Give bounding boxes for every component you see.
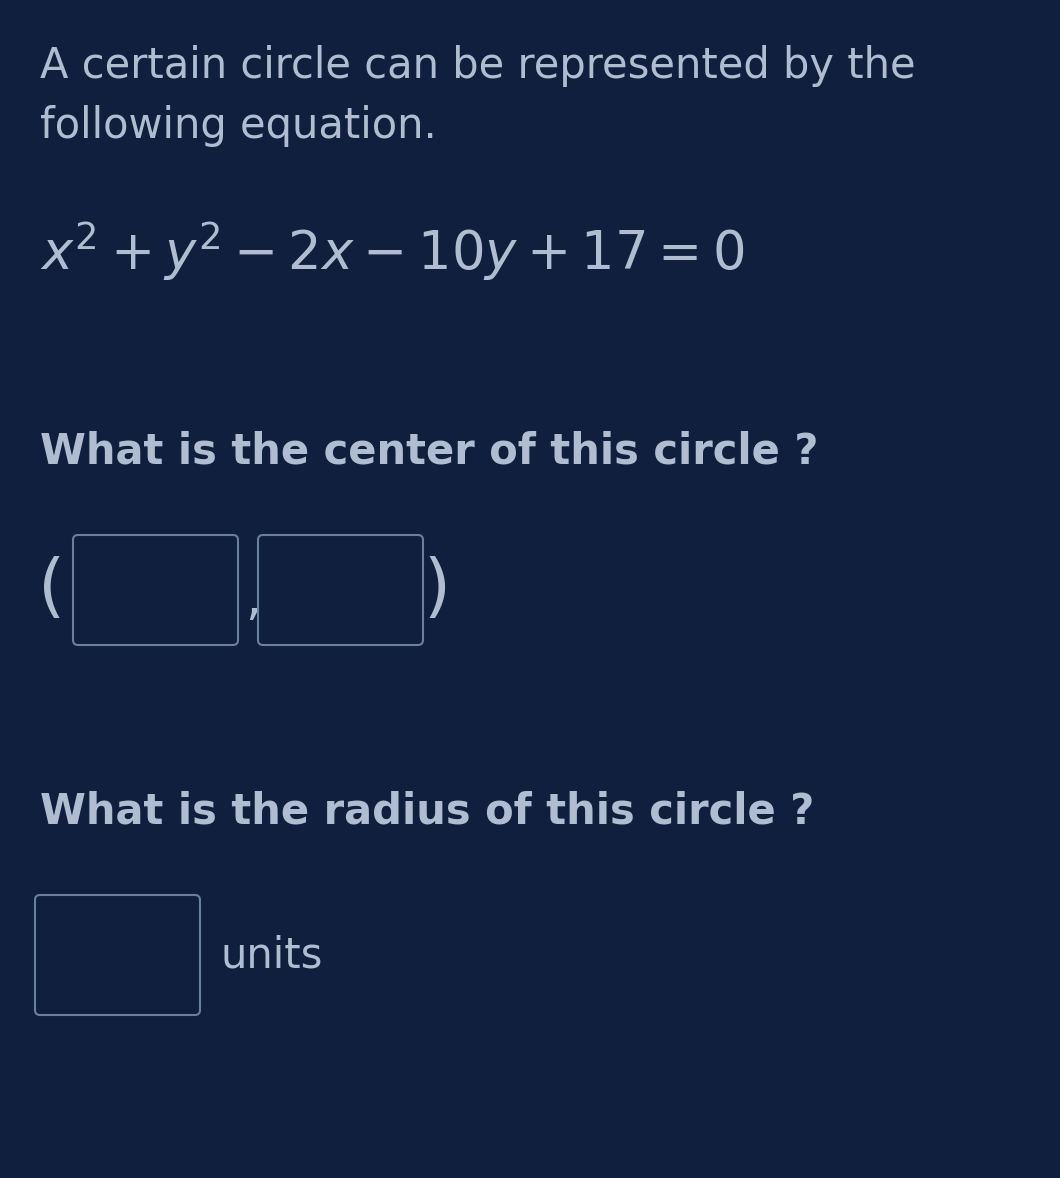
Text: ,: , [245, 576, 261, 624]
Text: (: ( [38, 556, 65, 623]
Text: ): ) [423, 556, 450, 623]
Text: A certain circle can be represented by the: A certain circle can be represented by t… [40, 45, 916, 87]
Text: What is the center of this circle ?: What is the center of this circle ? [40, 430, 818, 472]
FancyBboxPatch shape [73, 535, 238, 646]
Text: units: units [220, 934, 322, 977]
FancyBboxPatch shape [35, 895, 200, 1015]
Text: What is the radius of this circle ?: What is the radius of this circle ? [40, 790, 814, 832]
Text: $x^2 + y^2 - 2x - 10y + 17 = 0$: $x^2 + y^2 - 2x - 10y + 17 = 0$ [40, 220, 744, 283]
FancyBboxPatch shape [258, 535, 423, 646]
Text: following equation.: following equation. [40, 105, 437, 147]
